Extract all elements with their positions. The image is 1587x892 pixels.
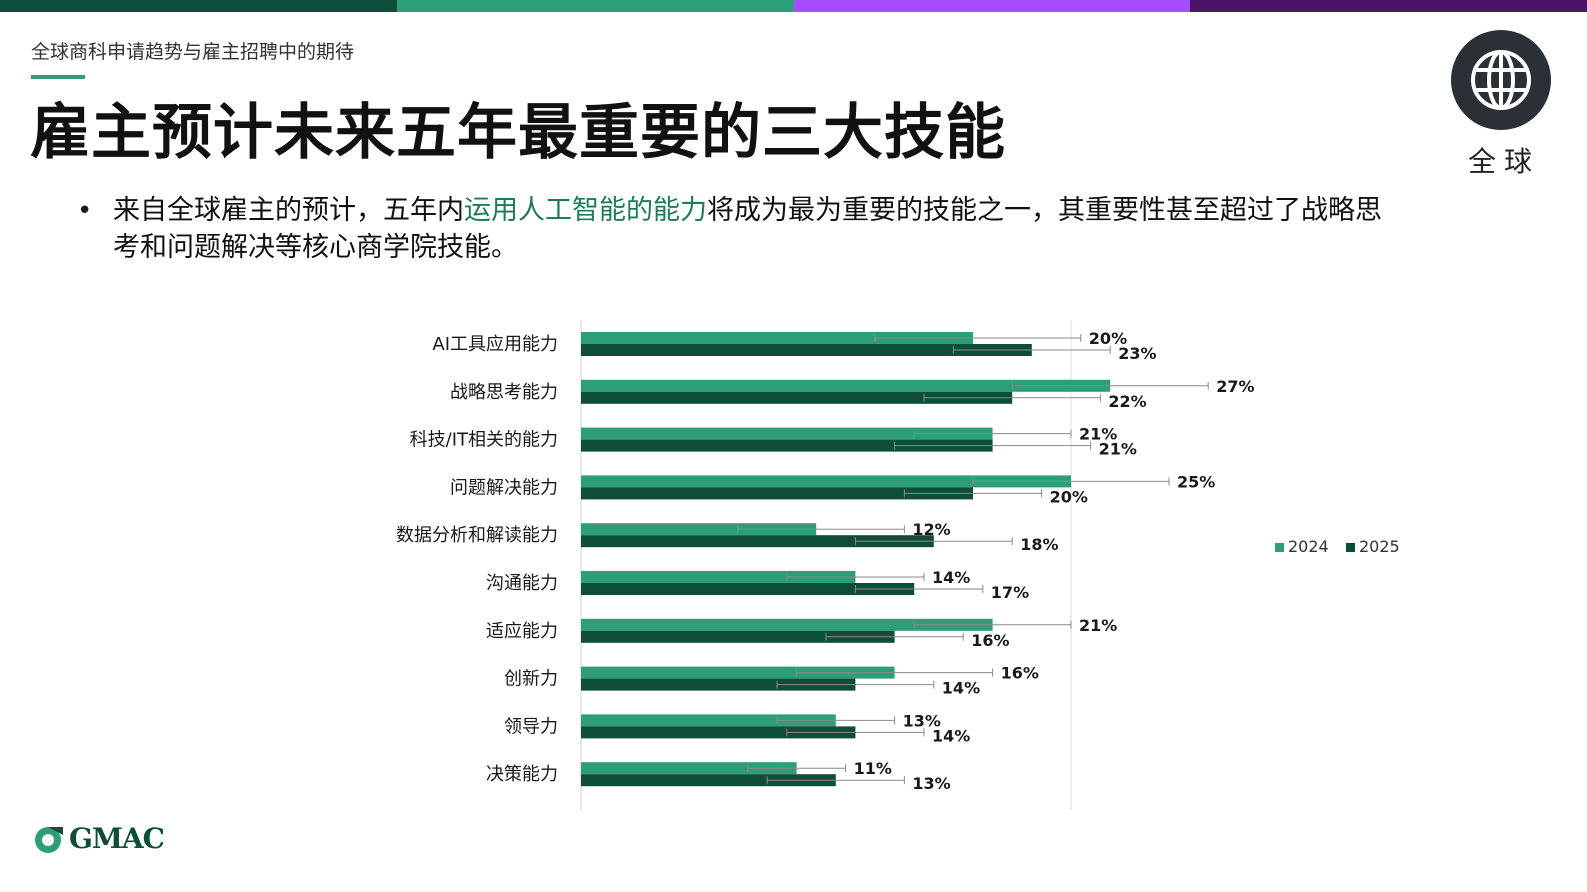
bar-2024: [581, 523, 817, 536]
page-subtitle: 全球商科申请趋势与雇主招聘中的期待: [31, 41, 355, 63]
legend-label: 2024: [1288, 537, 1329, 556]
gmac-logo: GMAC: [33, 822, 165, 855]
bullet-text-before: 来自全球雇主的预计，五年内: [113, 195, 464, 226]
category-label: AI工具应用能力: [432, 334, 558, 355]
data-label: 14%: [932, 726, 970, 745]
data-label: 16%: [971, 631, 1009, 650]
bar-2024: [581, 427, 993, 440]
category-label: 数据分析和解读能力: [396, 525, 558, 546]
top-bar-segment-2: [396, 0, 794, 12]
bar-2025: [581, 391, 1013, 404]
legend-label: 2025: [1359, 537, 1400, 556]
page-title: 雇主预计未来五年最重要的三大技能: [30, 98, 1006, 168]
gmac-logo-icon: [35, 826, 63, 853]
bar-2024: [581, 762, 797, 775]
legend-swatch: [1346, 543, 1355, 552]
data-label: 16%: [1001, 664, 1039, 683]
bar-2024: [581, 714, 836, 727]
top-color-bar: [0, 0, 1587, 12]
data-label: 21%: [1079, 616, 1117, 635]
bar-2024: [581, 379, 1111, 392]
data-label: 20%: [1050, 487, 1088, 506]
data-label: 13%: [912, 774, 950, 793]
bar-2025: [581, 583, 915, 595]
accent-line: [31, 75, 85, 79]
data-label: 11%: [854, 759, 892, 778]
data-label: 25%: [1177, 472, 1215, 491]
bullet-text-highlight: 运用人工智能的能力: [464, 195, 707, 226]
top-bar-segment-1: [0, 0, 397, 12]
data-label: 23%: [1118, 344, 1156, 363]
data-label: 20%: [1089, 329, 1127, 348]
bar-2024: [581, 475, 1071, 488]
bullet-text-after: 将成为最为重要的技能之一，其重要性甚至超过了战略思考和问题解决等核心商学院技能。: [113, 195, 1382, 263]
category-label: 沟通能力: [486, 573, 558, 594]
category-label: 决策能力: [486, 764, 558, 785]
bar-2025: [581, 678, 856, 691]
data-label: 17%: [991, 583, 1029, 602]
bar-2025: [581, 344, 1032, 356]
data-label: 14%: [932, 568, 970, 587]
data-label: 21%: [1079, 425, 1117, 444]
bar-2025: [581, 774, 836, 787]
data-label: 14%: [942, 679, 980, 698]
bar-2024: [581, 618, 993, 631]
category-label: 领导力: [504, 716, 558, 737]
legend-swatch: [1275, 543, 1284, 552]
data-label: 12%: [912, 520, 950, 539]
top-bar-segment-3: [793, 0, 1191, 12]
category-label: 创新力: [504, 669, 558, 690]
top-bar-segment-4: [1190, 0, 1587, 12]
category-label: 问题解决能力: [450, 477, 558, 498]
globe-badge: [1451, 30, 1551, 130]
bar-2024: [581, 666, 895, 679]
skills-bar-chart: AI工具应用能力 20%23%战略思考能力 27%22%科技/IT相关的能力 21%2…: [396, 320, 1400, 810]
category-label: 科技/IT相关的能力: [410, 430, 558, 451]
data-label: 18%: [1020, 535, 1058, 554]
data-label: 22%: [1108, 392, 1146, 411]
globe-label: 全球: [1467, 145, 1540, 178]
globe-icon: [1471, 50, 1531, 110]
bullet-text: 来自全球雇主的预计，五年内运用人工智能的能力将成为最为重要的技能之一，其重要性甚…: [113, 192, 1403, 266]
bar-2025: [581, 439, 993, 452]
category-label: 战略思考能力: [450, 382, 558, 403]
bullet-marker: •: [77, 196, 93, 226]
data-label: 27%: [1216, 377, 1254, 396]
data-label: 13%: [903, 711, 941, 730]
gmac-logo-text: GMAC: [69, 822, 165, 855]
bar-2025: [581, 487, 973, 500]
data-label: 21%: [1099, 440, 1137, 459]
bar-2025: [581, 630, 895, 643]
bar-2025: [581, 535, 934, 548]
category-label: 适应能力: [486, 621, 558, 642]
